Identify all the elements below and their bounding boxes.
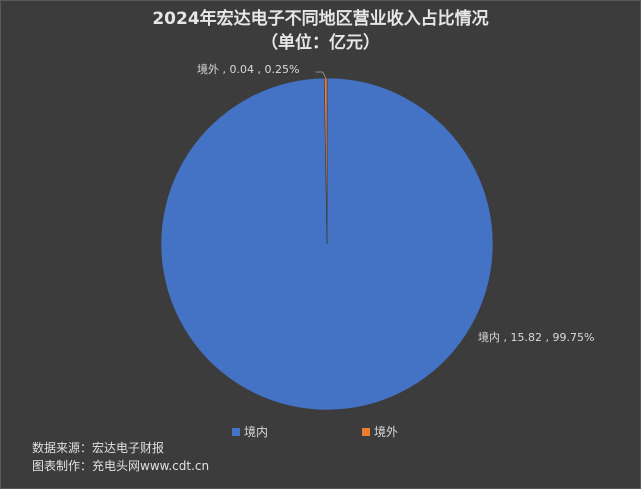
legend-swatch-overseas bbox=[362, 427, 370, 436]
pie-slice-1 bbox=[324, 77, 328, 245]
data-label-1: 境外 , 0.04 , 0.25% bbox=[197, 62, 299, 76]
legend-label-overseas: 境外 bbox=[374, 425, 399, 439]
chart-maker-note: 图表制作：充电头网www.cdt.cn bbox=[32, 459, 210, 473]
data-label-leader-1 bbox=[315, 71, 327, 79]
legend: 境内 境外 bbox=[0, 423, 641, 439]
labels-layer: 境内 , 15.82 , 99.75% 境外 , 0.04 , 0.25% bbox=[197, 62, 594, 344]
chart-subtitle: （单位：亿元） bbox=[261, 33, 380, 53]
data-label-0: 境内 , 15.82 , 99.75% bbox=[478, 330, 594, 344]
slices-layer bbox=[160, 77, 494, 411]
chart-title: 2024年宏达电子不同地区营业收入占比情况 bbox=[152, 9, 489, 29]
legend-label-domestic: 境内 bbox=[244, 425, 269, 439]
legend-item-overseas: 境外 bbox=[362, 423, 398, 440]
data-source-note: 数据来源：宏达电子财报 bbox=[32, 441, 165, 455]
legend-swatch-domestic bbox=[232, 427, 240, 436]
legend-item-domestic: 境内 bbox=[232, 423, 268, 440]
